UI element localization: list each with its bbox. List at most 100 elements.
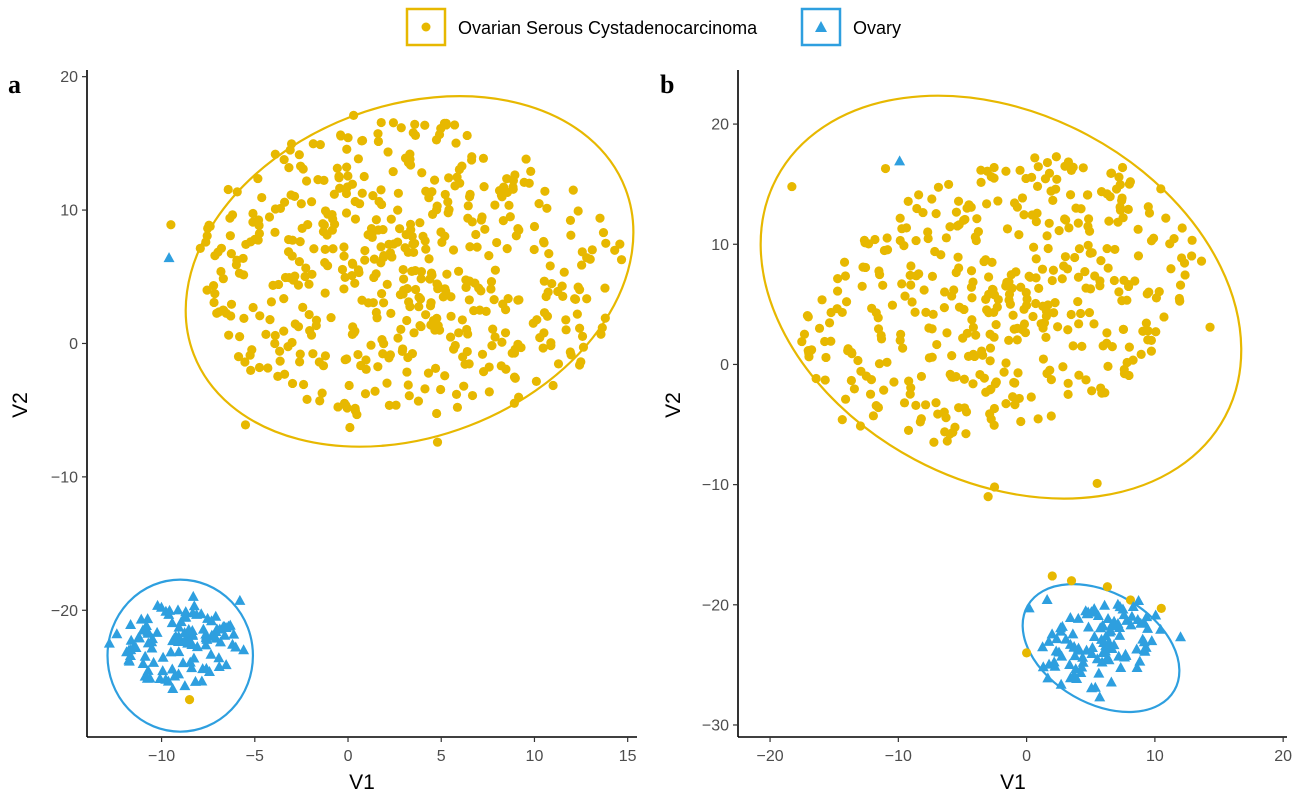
serous-point: [878, 280, 888, 290]
ovary-point: [1097, 620, 1109, 631]
serous-point: [1024, 271, 1034, 281]
serous-point: [989, 403, 1000, 414]
serous-point: [344, 380, 354, 391]
serous-point: [225, 231, 235, 241]
serous-point: [944, 179, 954, 190]
ovary-point: [1037, 641, 1049, 652]
serous-point: [1078, 163, 1088, 173]
ovary-point: [164, 604, 176, 615]
serous-point: [1068, 341, 1078, 351]
serous-point: [903, 196, 913, 206]
serous-point: [1032, 208, 1042, 218]
serous-point: [425, 301, 436, 311]
legend-key-triangle-icon: [815, 21, 827, 32]
serous-point: [558, 291, 568, 301]
panel-a-points: [103, 110, 627, 705]
ovary-point: [124, 650, 136, 661]
serous-point: [372, 313, 382, 323]
serous-point: [538, 343, 548, 353]
serous-point: [1077, 341, 1087, 352]
serous-point: [1089, 319, 1099, 329]
serous-point: [421, 310, 431, 320]
serous-point: [577, 331, 588, 341]
serous-point: [861, 371, 871, 381]
ovary-point: [1023, 602, 1035, 613]
serous-point: [1114, 172, 1124, 182]
ovary-point: [1114, 601, 1126, 612]
serous-point: [409, 328, 419, 338]
y-tick-label: −10: [51, 469, 78, 486]
serous-point: [383, 147, 393, 157]
serous-point: [480, 224, 490, 234]
ovary-point: [163, 608, 175, 619]
y-tick-label: 0: [720, 357, 729, 374]
serous-point: [1109, 275, 1119, 286]
serous-point: [807, 345, 817, 355]
serous-point: [874, 359, 885, 369]
serous-point: [300, 271, 310, 282]
serous-point: [982, 199, 992, 209]
serous-point: [218, 305, 228, 315]
serous-point: [360, 389, 371, 399]
ovary-point: [1131, 643, 1143, 654]
serous-point: [245, 350, 255, 360]
serous-point: [341, 208, 352, 218]
serous-point: [298, 379, 309, 390]
ovary-point: [1125, 619, 1137, 630]
serous-point: [1001, 166, 1011, 176]
serous-point: [1133, 224, 1143, 234]
serous-point: [933, 409, 943, 419]
serous-point: [1110, 244, 1120, 255]
serous-point: [320, 288, 330, 298]
serous-point: [432, 408, 442, 419]
serous-point: [1103, 361, 1113, 371]
serous-point: [373, 136, 384, 147]
serous-point: [1166, 264, 1176, 274]
serous-point: [532, 315, 542, 325]
y-tick-label: 10: [711, 237, 729, 254]
serous-point: [489, 294, 499, 305]
serous-point: [218, 274, 228, 284]
serous-point: [332, 163, 342, 173]
serous-point: [287, 251, 297, 261]
serous-point: [1031, 273, 1041, 283]
serous-point: [1083, 240, 1093, 250]
serous-point: [539, 328, 549, 338]
y-tick-label: −10: [702, 477, 729, 494]
serous-point: [436, 384, 446, 395]
serous-point: [444, 173, 454, 183]
serous-point: [416, 274, 426, 284]
serous-point: [803, 312, 813, 322]
serous-point: [573, 282, 583, 292]
serous-point: [345, 422, 355, 433]
serous-point: [487, 341, 497, 351]
serous-point: [270, 149, 280, 159]
serous-point: [184, 695, 195, 705]
serous-point: [433, 280, 443, 291]
serous-point: [1031, 254, 1041, 264]
ovary-point: [125, 634, 137, 645]
ovary-point: [1069, 650, 1081, 661]
ovary-point: [1119, 651, 1131, 662]
ovary-point: [1138, 616, 1150, 627]
ovary-ellipse: [106, 578, 255, 733]
serous-point: [341, 188, 352, 199]
serous-point: [887, 300, 898, 310]
serous-point: [363, 230, 373, 240]
serous-point: [1175, 280, 1186, 290]
ovary-point: [1132, 614, 1144, 625]
serous-point: [1058, 362, 1068, 372]
serous-point: [319, 220, 329, 230]
serous-point: [1008, 310, 1018, 320]
serous-point: [576, 357, 586, 367]
serous-point: [514, 225, 524, 235]
serous-point: [565, 347, 575, 357]
ovary-point: [200, 639, 212, 650]
serous-point: [438, 292, 448, 302]
ovary-point: [186, 662, 198, 673]
legend: Ovarian Serous Cystadenocarcinoma Ovary: [405, 7, 901, 47]
serous-point: [350, 196, 360, 207]
serous-point: [1052, 174, 1062, 184]
serous-point: [907, 297, 917, 307]
